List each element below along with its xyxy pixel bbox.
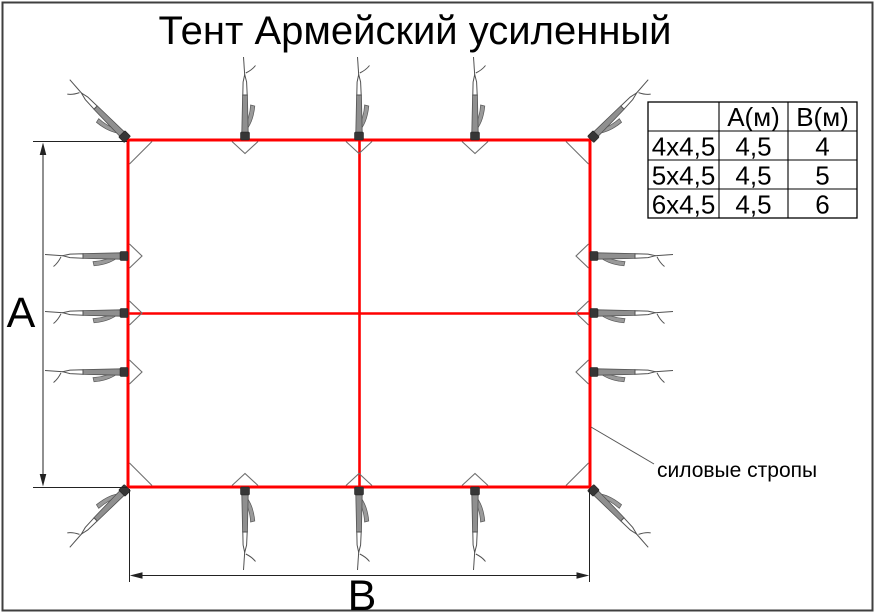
strap-icon	[354, 486, 370, 571]
table-cell-a: 4,5	[735, 132, 771, 162]
corner-mark-icon	[129, 462, 153, 486]
attachment-marks	[129, 141, 589, 486]
dimension-b: В	[129, 489, 590, 613]
table-cell-a: 4,5	[735, 161, 771, 191]
straps-label: силовые стропы	[657, 459, 817, 482]
strap-icon	[44, 308, 129, 324]
table-cell-b: 4	[815, 132, 829, 162]
chevron-mark-icon	[345, 472, 373, 486]
strap-icon	[589, 367, 674, 383]
chevron-mark-icon	[345, 141, 373, 155]
strap-icon	[240, 56, 256, 141]
page-title: Тент Армейский усиленный	[158, 9, 671, 53]
chevron-mark-icon	[231, 141, 259, 155]
chevron-mark-icon	[461, 472, 489, 486]
strap-icon	[470, 486, 486, 571]
table-header-b: В(м)	[796, 102, 849, 132]
size-table: А(м) В(м) 4x4,5 4,5 4 5x4,5 4,5 5 6x4,5 …	[647, 101, 858, 220]
strap-icon	[60, 77, 132, 148]
dimension-a: А	[7, 141, 127, 488]
table-cell-b: 5	[815, 161, 829, 191]
corner-mark-icon	[565, 462, 589, 486]
strap-icon	[44, 367, 129, 383]
arrow-up-icon	[39, 142, 47, 155]
chevron-mark-icon	[129, 243, 143, 269]
chevron-mark-icon	[575, 359, 589, 385]
arrow-left-icon	[129, 572, 143, 579]
chevron-mark-icon	[129, 359, 143, 385]
chevron-mark-icon	[575, 243, 589, 269]
table-cell-size: 6x4,5	[652, 190, 716, 220]
chevron-mark-icon	[461, 141, 489, 155]
strap-icon	[586, 479, 658, 550]
dim-a-label: А	[7, 289, 36, 337]
straps-leader-line	[590, 426, 655, 465]
strap-icon	[586, 77, 658, 148]
chevron-mark-icon	[575, 300, 589, 326]
chevron-mark-icon	[231, 472, 259, 486]
corner-mark-icon	[565, 141, 589, 165]
strap-icon	[44, 251, 129, 267]
dim-b-label: В	[348, 572, 377, 613]
strap-icon	[470, 56, 486, 141]
arrow-down-icon	[39, 474, 47, 487]
corner-mark-icon	[129, 141, 153, 165]
strap-icon	[60, 479, 132, 550]
straps-callout: силовые стропы	[590, 426, 817, 482]
tarp-drawing	[126, 138, 592, 489]
strap-icon	[589, 308, 674, 324]
strap-icon	[240, 486, 256, 571]
table-cell-a: 4,5	[735, 190, 771, 220]
strap-icon	[354, 56, 370, 141]
table-header-a: А(м)	[727, 102, 780, 132]
table-cell-size: 4x4,5	[652, 132, 716, 162]
table-cell-b: 6	[815, 190, 829, 220]
table-cell-size: 5x4,5	[652, 161, 716, 191]
chevron-mark-icon	[129, 300, 143, 326]
arrow-right-icon	[576, 572, 590, 579]
strap-icon	[589, 251, 674, 267]
